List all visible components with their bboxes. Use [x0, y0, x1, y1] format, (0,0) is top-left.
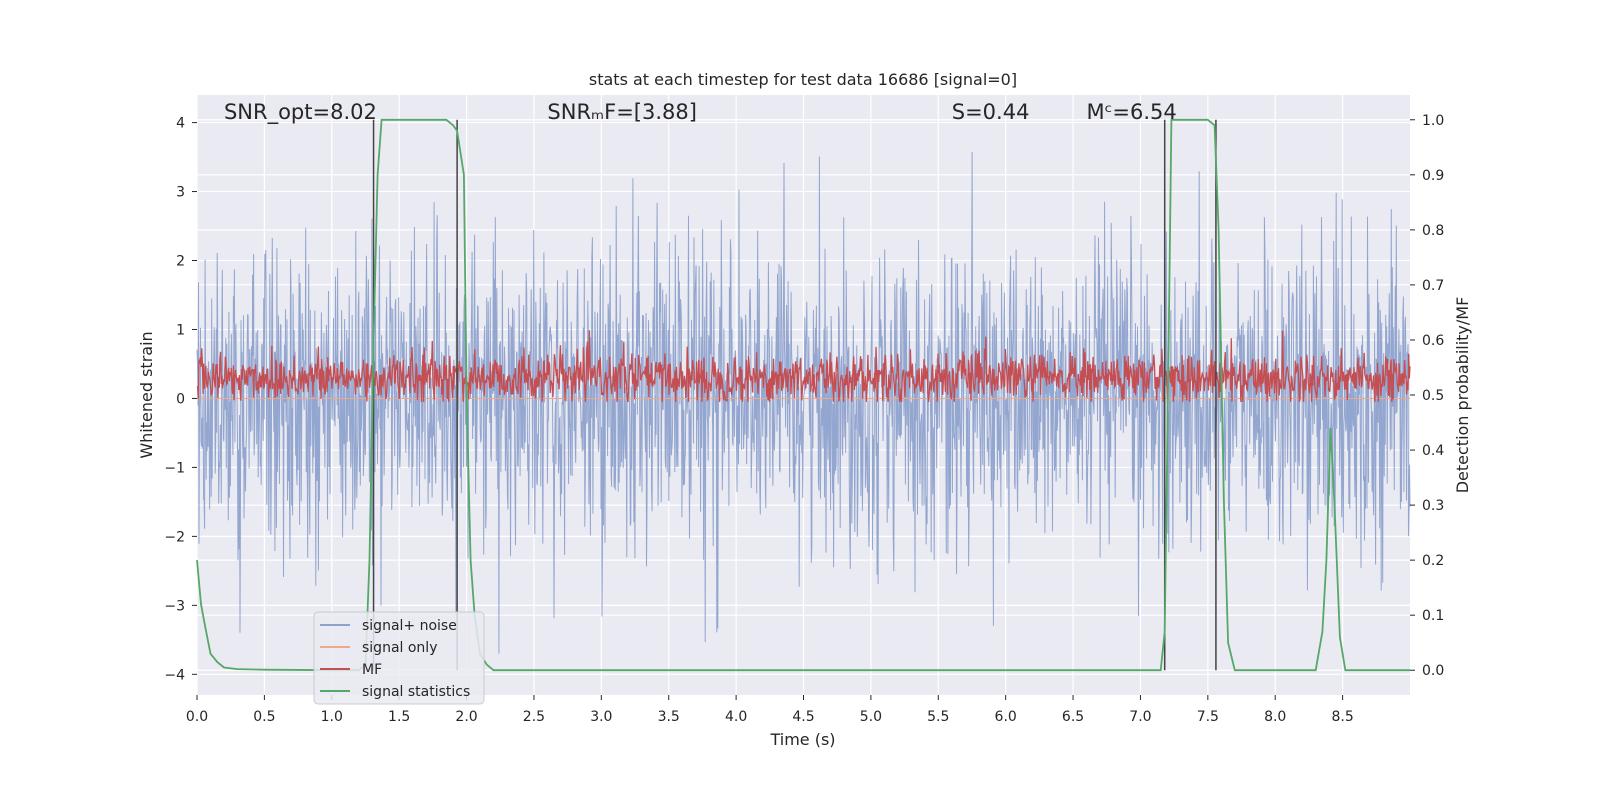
x-tick-label: 3.0 — [590, 709, 612, 725]
annotation-mc_val: Mᶜ=6.54 — [1087, 100, 1177, 124]
x-tick-label: 1.0 — [321, 709, 343, 725]
x-tick-label: 7.0 — [1129, 709, 1151, 725]
x-tick-label: 2.5 — [523, 709, 545, 725]
x-tick-label: 8.5 — [1331, 709, 1353, 725]
x-axis-ticks: 0.0 0.5 1.0 1.5 2.0 2.5 3.0 3.5 4.0 4.5 5.0 5.5 6.0 6… — [186, 695, 1354, 725]
annotation-snr_mf: SNRₘF=[3.88] — [547, 100, 697, 124]
legend-label-signal-noise: signal+ noise — [362, 618, 457, 634]
y-tick-label: 1 — [176, 322, 185, 338]
x-tick-label: 4.5 — [792, 709, 814, 725]
x-tick-label: 0.5 — [253, 709, 275, 725]
legend-label-signal-statistics: signal statistics — [362, 684, 470, 700]
legend-label-signal-only: signal only — [362, 640, 437, 656]
y-right-tick-label: 0.3 — [1422, 498, 1444, 514]
y-tick-label: −2 — [164, 529, 185, 545]
chart-title: stats at each timestep for test data 166… — [589, 70, 1017, 89]
x-tick-label: 5.0 — [860, 709, 882, 725]
series-line-mf — [196, 330, 1411, 403]
x-tick-label: 3.5 — [658, 709, 680, 725]
y-tick-label: −4 — [164, 667, 185, 683]
y-axis-label: Whitened strain — [137, 331, 156, 458]
series-line-signal-noise — [196, 151, 1411, 654]
y-right-tick-label: 1.0 — [1422, 113, 1444, 129]
y-right-tick-label: 0.2 — [1422, 553, 1444, 569]
annotation-snr_opt: SNR_opt=8.02 — [224, 100, 377, 125]
y-tick-label: 4 — [176, 116, 185, 132]
x-tick-label: 2.0 — [455, 709, 477, 725]
x-tick-label: 6.0 — [995, 709, 1017, 725]
legend: signal+ noise signal only MF signal stat… — [313, 611, 485, 705]
x-tick-label: 7.5 — [1197, 709, 1219, 725]
y-right-tick-label: 0.1 — [1422, 608, 1444, 624]
x-tick-label: 4.0 — [725, 709, 747, 725]
y-tick-label: −1 — [164, 460, 185, 476]
y-right-tick-label: 0.9 — [1422, 168, 1444, 184]
series-mf — [196, 330, 1411, 403]
y-right-tick-label: 0.7 — [1422, 278, 1444, 294]
y-tick-label: 3 — [176, 185, 185, 201]
y-right-tick-label: 0.5 — [1422, 388, 1444, 404]
annotation-s_val: S=0.44 — [952, 100, 1030, 124]
legend-label-mf: MF — [362, 662, 382, 678]
x-tick-label: 1.5 — [388, 709, 410, 725]
y-tick-label: 0 — [176, 391, 185, 407]
x-tick-label: 6.5 — [1062, 709, 1084, 725]
x-tick-label: 0.0 — [186, 709, 208, 725]
y-right-tick-label: 0.6 — [1422, 333, 1444, 349]
annotations: SNR_opt=8.02 SNRₘF=[3.88] S=0.44 Mᶜ=6.54 — [224, 100, 1177, 125]
y-axis-right-ticks: 0.0 0.1 0.2 0.3 0.4 0.5 0.6 0.7 0.8 0.9 1.0 — [1410, 113, 1444, 679]
y-axis-right-label: Detection probability/MF — [1453, 297, 1472, 494]
y-right-tick-label: 0.0 — [1422, 663, 1444, 679]
x-axis-label: Time (s) — [769, 730, 835, 749]
y-tick-label: 2 — [176, 254, 185, 270]
y-right-tick-label: 0.4 — [1422, 443, 1444, 459]
legend-box — [313, 611, 485, 705]
x-tick-label: 5.5 — [927, 709, 949, 725]
y-right-tick-label: 0.8 — [1422, 223, 1444, 239]
x-tick-label: 8.0 — [1264, 709, 1286, 725]
y-tick-label: −3 — [164, 598, 185, 614]
y-axis-left-ticks: −4 −3 −2 −1 0 1 2 3 4 — [164, 116, 197, 683]
